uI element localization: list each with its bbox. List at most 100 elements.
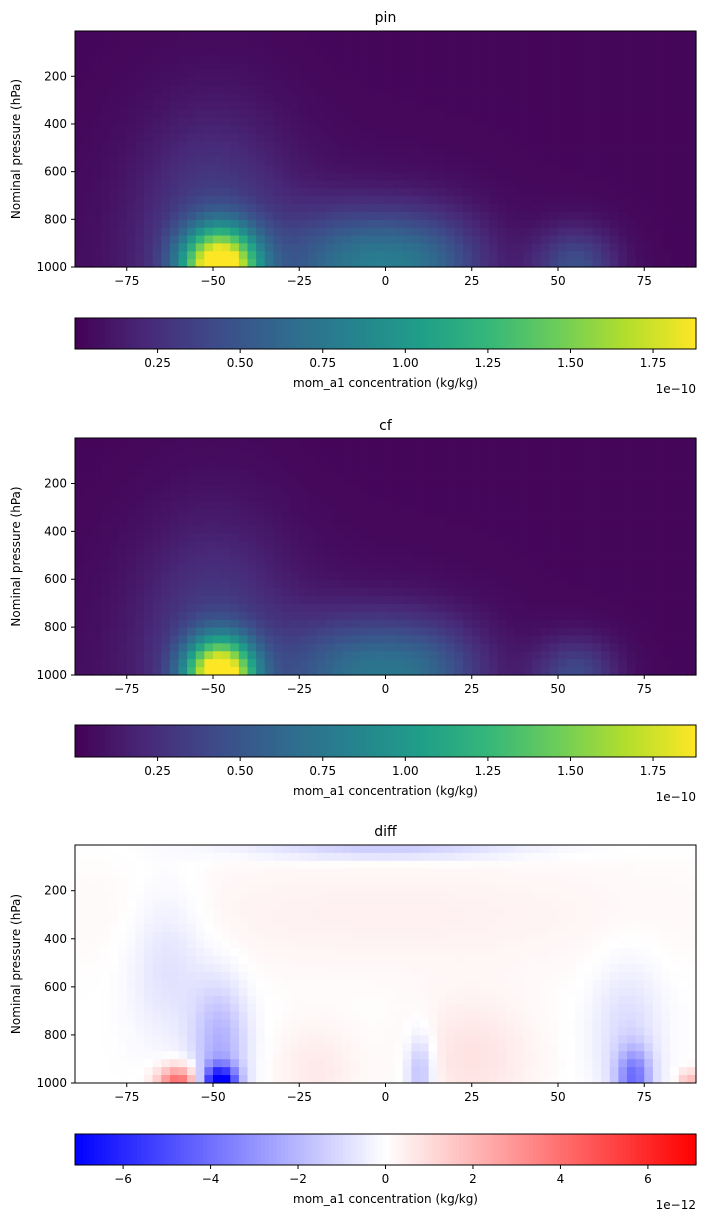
heatmap-cell	[351, 845, 361, 854]
x-tick-label: −75	[114, 274, 139, 288]
heatmap-cell	[575, 54, 585, 64]
heatmap-cell	[247, 651, 257, 660]
heatmap-cell	[454, 493, 464, 502]
heatmap-cell	[609, 70, 619, 79]
heatmap-cell	[144, 603, 154, 613]
heatmap-cell	[678, 227, 688, 237]
heatmap-cell	[635, 164, 645, 174]
heatmap-cell	[575, 204, 585, 213]
heatmap-cell	[187, 532, 197, 542]
heatmap-cell	[351, 46, 361, 56]
heatmap-cell	[575, 611, 585, 621]
heatmap-cell	[75, 477, 85, 486]
heatmap-cell	[290, 93, 300, 103]
heatmap-cell	[609, 643, 619, 652]
heatmap-cell	[661, 627, 671, 637]
heatmap-cell	[187, 172, 197, 182]
heatmap-cell	[316, 86, 326, 95]
heatmap-cell	[152, 101, 162, 111]
heatmap-cell	[601, 485, 611, 494]
heatmap-cell	[540, 445, 550, 455]
colorbar-segment	[408, 318, 414, 349]
heatmap-cell	[238, 477, 249, 486]
heatmap-cell	[635, 524, 645, 534]
heatmap-cell	[230, 453, 240, 463]
heatmap-cell	[437, 627, 447, 637]
heatmap-cell	[368, 868, 378, 878]
heatmap-cell	[221, 93, 231, 103]
heatmap-cell	[230, 156, 240, 166]
colorbar-segment	[463, 725, 468, 757]
heatmap-cell	[221, 501, 231, 510]
heatmap-cell	[583, 659, 594, 668]
heatmap-cell	[118, 524, 128, 534]
heatmap-cell	[635, 46, 645, 56]
heatmap-cell	[178, 164, 188, 174]
heatmap-cell	[627, 219, 637, 229]
heatmap-cell	[445, 93, 456, 103]
heatmap-cell	[583, 86, 594, 95]
heatmap-cell	[221, 556, 231, 565]
heatmap-cell	[213, 635, 223, 644]
heatmap-cell	[652, 149, 663, 158]
heatmap-cell	[126, 564, 136, 573]
heatmap-cell	[437, 556, 447, 565]
heatmap-cell	[376, 227, 387, 237]
heatmap-cell	[540, 38, 550, 48]
heatmap-cell	[644, 580, 654, 589]
heatmap-cell	[230, 251, 240, 260]
heatmap-cell	[290, 227, 300, 237]
heatmap-cell	[627, 46, 637, 56]
heatmap-cell	[661, 485, 671, 494]
heatmap-cell	[549, 133, 559, 142]
heatmap-cell	[109, 540, 119, 550]
heatmap-cell	[213, 235, 223, 244]
heatmap-cell	[540, 509, 550, 518]
heatmap-cell	[282, 70, 292, 79]
heatmap-cell	[592, 619, 602, 629]
colorbar-segment	[428, 725, 433, 757]
heatmap-cell	[463, 580, 473, 589]
colorbar-segment	[583, 318, 588, 349]
heatmap-cell	[644, 619, 654, 629]
colorbar-segment	[459, 725, 464, 757]
heatmap-cell	[351, 588, 361, 597]
heatmap-cell	[506, 588, 516, 597]
heatmap-cell	[307, 453, 318, 463]
colorbar-segment	[249, 318, 255, 349]
heatmap-cell	[489, 219, 499, 229]
heatmap-cell	[601, 845, 611, 854]
heatmap-cell	[558, 852, 568, 862]
heatmap-cell	[238, 251, 249, 260]
heatmap-cell	[644, 493, 654, 502]
heatmap-cell	[187, 196, 197, 205]
heatmap-cell	[523, 133, 533, 142]
heatmap-cell	[514, 149, 525, 158]
heatmap-cell	[385, 86, 395, 95]
heatmap-cell	[549, 93, 559, 103]
heatmap-cell	[238, 852, 249, 862]
heatmap-cell	[558, 548, 568, 558]
heatmap-cell	[627, 627, 637, 637]
heatmap-cell	[290, 540, 300, 550]
heatmap-cell	[402, 469, 412, 479]
heatmap-cell	[428, 845, 438, 854]
heatmap-cell	[178, 868, 188, 878]
colorbar-segment	[676, 318, 682, 349]
heatmap-cell	[187, 540, 197, 550]
heatmap-cell	[376, 627, 387, 637]
heatmap-cell	[428, 643, 438, 652]
heatmap-cell	[118, 172, 128, 182]
heatmap-cell	[307, 86, 318, 95]
heatmap-cell	[238, 619, 249, 629]
heatmap-cell	[678, 196, 688, 205]
heatmap-cell	[644, 133, 654, 142]
colorbar-segment	[191, 318, 196, 349]
colorbar-segment	[432, 318, 437, 349]
heatmap-cell	[583, 125, 594, 134]
heatmap-cell	[394, 643, 404, 652]
heatmap-cell	[144, 259, 154, 268]
heatmap-cell	[230, 445, 240, 455]
heatmap-cell	[394, 188, 404, 197]
heatmap-cell	[558, 125, 568, 134]
